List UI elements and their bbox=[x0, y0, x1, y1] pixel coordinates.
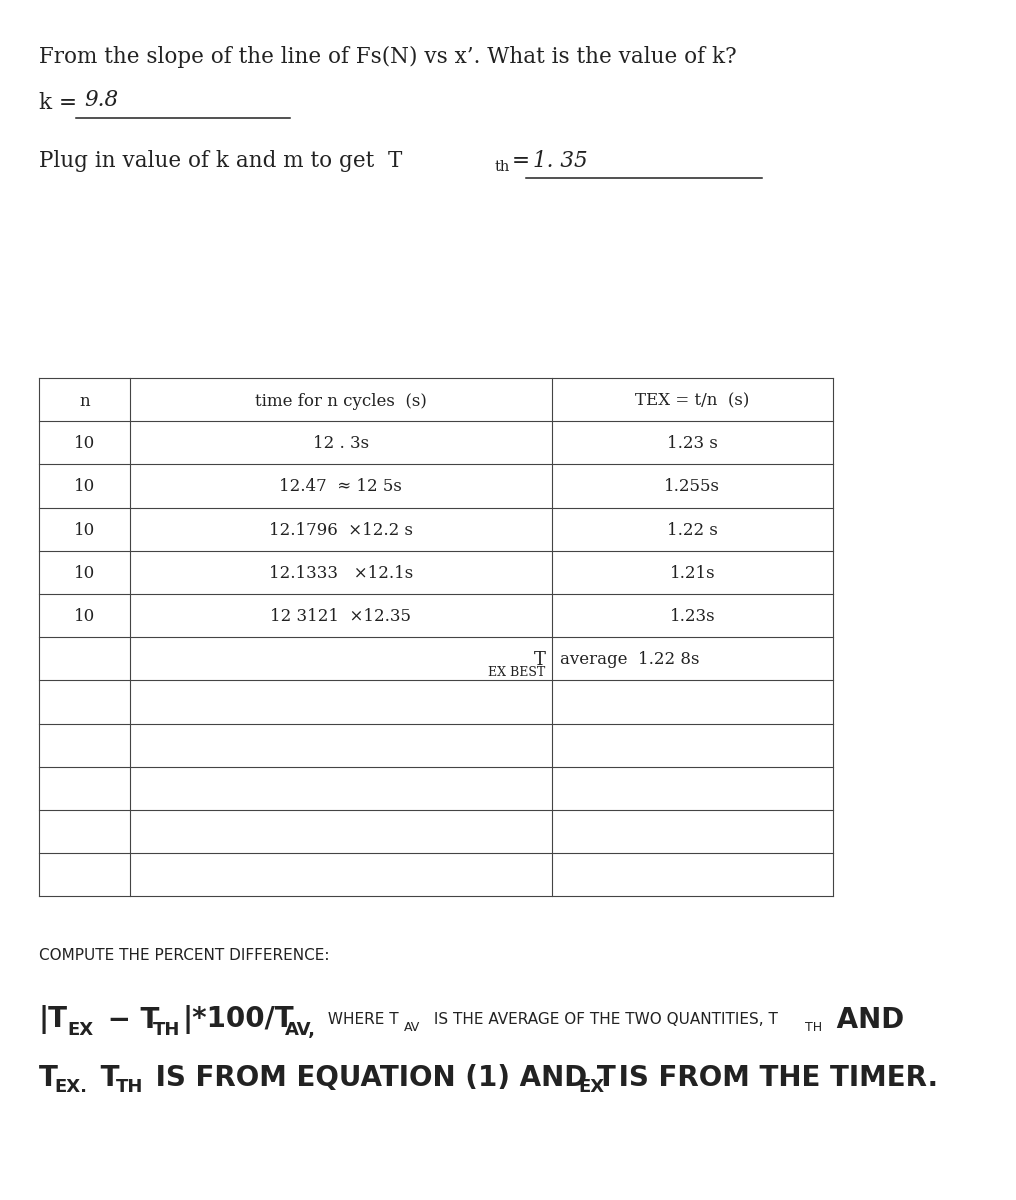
Text: TH: TH bbox=[152, 1020, 180, 1039]
Text: 12.1333   ×12.1s: 12.1333 ×12.1s bbox=[269, 565, 412, 582]
Text: n: n bbox=[79, 392, 89, 410]
Text: EX: EX bbox=[67, 1020, 93, 1039]
Text: AND: AND bbox=[827, 1006, 904, 1034]
Text: IS FROM THE TIMER.: IS FROM THE TIMER. bbox=[609, 1063, 938, 1092]
Text: 12.1796  ×12.2 s: 12.1796 ×12.2 s bbox=[269, 522, 412, 539]
Text: k =: k = bbox=[39, 92, 83, 114]
Text: EX.: EX. bbox=[55, 1079, 87, 1097]
Text: th: th bbox=[495, 160, 510, 174]
Text: 1.255s: 1.255s bbox=[664, 479, 720, 496]
Text: IS THE AVERAGE OF THE TWO QUANTITIES, T: IS THE AVERAGE OF THE TWO QUANTITIES, T bbox=[429, 1013, 777, 1027]
Text: 12 . 3s: 12 . 3s bbox=[313, 436, 369, 452]
Text: − T: − T bbox=[98, 1006, 158, 1034]
Text: 10: 10 bbox=[74, 436, 94, 452]
Text: 1. 35: 1. 35 bbox=[533, 150, 588, 172]
Text: COMPUTE THE PERCENT DIFFERENCE:: COMPUTE THE PERCENT DIFFERENCE: bbox=[39, 948, 329, 962]
Text: EX BEST: EX BEST bbox=[489, 666, 546, 679]
Text: AV,: AV, bbox=[284, 1020, 316, 1039]
Text: |T: |T bbox=[39, 1006, 68, 1034]
Text: average  1.22 8s: average 1.22 8s bbox=[560, 652, 699, 668]
Text: Plug in value of k and m to get  T: Plug in value of k and m to get T bbox=[39, 150, 402, 172]
Text: AV: AV bbox=[404, 1021, 421, 1033]
Text: 12.47  ≈ 12 5s: 12.47 ≈ 12 5s bbox=[279, 479, 402, 496]
Text: 10: 10 bbox=[74, 565, 94, 582]
Text: 1.22 s: 1.22 s bbox=[666, 522, 718, 539]
Text: TEX = t/n  (s): TEX = t/n (s) bbox=[635, 392, 750, 410]
Text: 12 3121  ×12.35: 12 3121 ×12.35 bbox=[270, 608, 411, 625]
Text: WHERE T: WHERE T bbox=[323, 1013, 398, 1027]
Text: T: T bbox=[533, 650, 546, 668]
Text: EX: EX bbox=[578, 1079, 605, 1097]
Text: =: = bbox=[512, 150, 536, 172]
Text: 1.21s: 1.21s bbox=[670, 565, 715, 582]
Text: T: T bbox=[91, 1063, 120, 1092]
Text: From the slope of the line of Fs(N) vs x’. What is the value of k?: From the slope of the line of Fs(N) vs x… bbox=[39, 46, 737, 67]
Text: TH: TH bbox=[116, 1079, 143, 1097]
Text: TH: TH bbox=[805, 1021, 822, 1033]
Text: 1.23s: 1.23s bbox=[670, 608, 715, 625]
Text: 10: 10 bbox=[74, 522, 94, 539]
Text: |*100/T: |*100/T bbox=[183, 1006, 295, 1034]
Text: 10: 10 bbox=[74, 608, 94, 625]
Text: 10: 10 bbox=[74, 479, 94, 496]
Text: 9.8: 9.8 bbox=[84, 89, 119, 110]
Text: time for n cycles  (s): time for n cycles (s) bbox=[255, 392, 427, 410]
Text: 1.23 s: 1.23 s bbox=[666, 436, 718, 452]
Text: T: T bbox=[39, 1063, 58, 1092]
Text: IS FROM EQUATION (1) AND T: IS FROM EQUATION (1) AND T bbox=[146, 1063, 616, 1092]
